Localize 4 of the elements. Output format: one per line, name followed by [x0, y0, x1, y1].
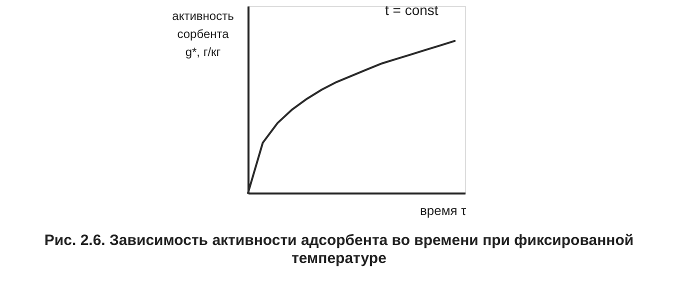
- y-axis-title: активность сорбента g*, г/кг: [172, 9, 234, 59]
- text: t = const: [385, 2, 438, 18]
- x-axis-title: время τ: [420, 203, 467, 218]
- text: Рис. 2.6. Зависимость активности адсорбента во времени при фиксированной температуре: [44, 232, 634, 267]
